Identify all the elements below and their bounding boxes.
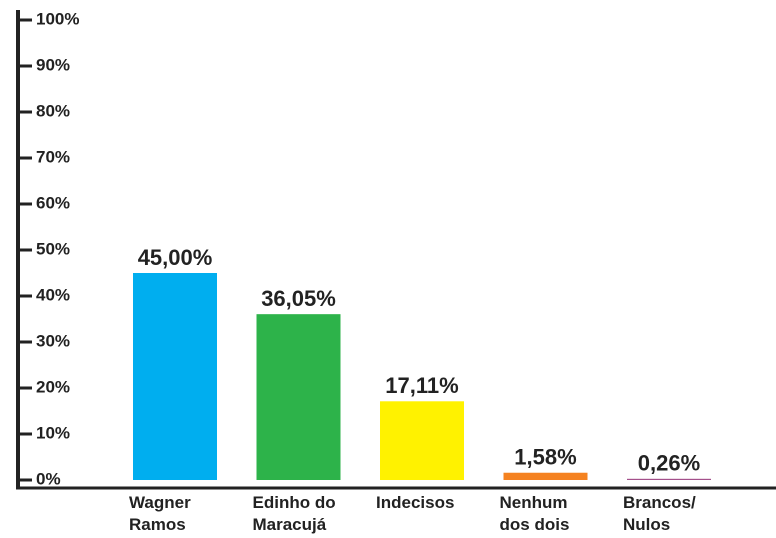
y-tick-label: 100% [36, 9, 79, 28]
y-tick-label: 70% [36, 147, 70, 166]
y-tick-label: 50% [36, 239, 70, 258]
bar [256, 314, 341, 480]
y-tick-label: 30% [36, 331, 70, 350]
y-tick-label: 20% [36, 377, 70, 396]
bar [627, 478, 711, 480]
y-tick-label: 80% [36, 101, 70, 120]
y-tick-label: 10% [36, 423, 70, 442]
y-tick-label: 60% [36, 193, 70, 212]
y-tick-label: 40% [36, 285, 70, 304]
value-label: 45,00% [138, 245, 213, 270]
bar [133, 273, 217, 480]
y-tick-label: 0% [36, 469, 61, 488]
bar [380, 401, 464, 480]
value-label: 36,05% [261, 286, 336, 311]
x-tick-label: Indecisos [376, 493, 455, 512]
x-tick-label: Edinho do Maracujá [252, 493, 336, 534]
value-label: 17,11% [385, 373, 458, 398]
x-tick-label: Nenhum dos dois [499, 493, 570, 534]
y-tick-label: 90% [36, 55, 70, 74]
bar [503, 472, 588, 480]
x-tick-label: Brancos/ Nulos [623, 493, 696, 534]
x-tick-label: Wagner Ramos [129, 493, 191, 534]
value-label: 0,26% [638, 451, 700, 476]
value-label: 1,58% [514, 445, 576, 470]
